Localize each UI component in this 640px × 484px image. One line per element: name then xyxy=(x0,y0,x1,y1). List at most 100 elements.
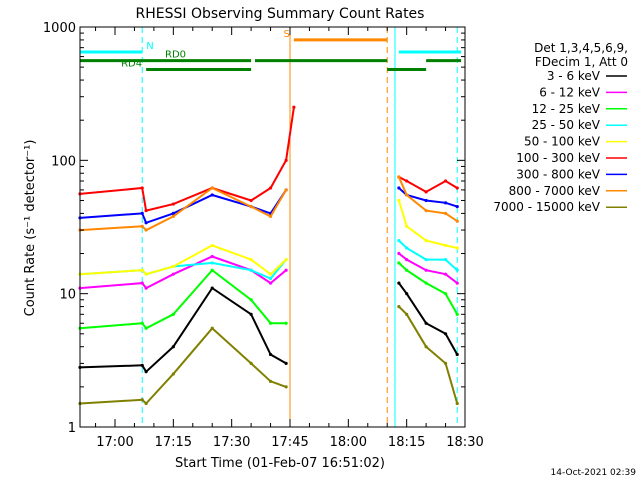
series-line-3-point-4 xyxy=(210,261,214,265)
series-line-8-point-5 xyxy=(249,361,253,365)
series-after-gap-line-5-point-3 xyxy=(443,179,448,183)
series-after-gap-line-5-point-2 xyxy=(424,190,428,194)
legend-label-1: 6 - 12 keV xyxy=(539,85,601,99)
series-line-1-point-2 xyxy=(144,286,148,290)
series-line-5 xyxy=(79,107,295,212)
legend-header-1: Det 1,3,4,5,6,9, xyxy=(534,41,628,55)
series-line-0-point-3 xyxy=(171,345,175,349)
series-line-2-point-7 xyxy=(284,321,288,325)
legend-label-2: 12 - 25 keV xyxy=(532,102,601,116)
series-line-8-point-1 xyxy=(140,398,144,402)
series-after-gap-line-0-point-4 xyxy=(455,352,459,357)
series-line-7-point-2 xyxy=(144,228,148,232)
series-line-0-point-4 xyxy=(210,286,214,290)
series-after-gap-line-5-point-1 xyxy=(405,179,409,183)
series-line-4-point-4 xyxy=(210,243,214,248)
series-line-3-point-5 xyxy=(249,268,253,272)
legend-label-7: 800 - 7000 keV xyxy=(509,184,601,198)
y-axis-label: Count Rate (s⁻¹ detector⁻¹) xyxy=(23,140,38,317)
x-tick-label-0: 17:00 xyxy=(96,435,133,450)
series-line-5-point-8 xyxy=(292,105,296,109)
series-after-gap-line-7-point-4 xyxy=(455,219,459,223)
series-line-4-point-3 xyxy=(171,264,175,269)
series-after-gap-line-6-point-4 xyxy=(455,204,459,209)
series-after-gap-line-2-point-1 xyxy=(405,268,409,272)
state-bar-label-s: S xyxy=(284,29,290,40)
legend-label-0: 3 - 6 keV xyxy=(547,69,601,83)
series-after-gap-line-8-point-4 xyxy=(455,401,459,406)
series-after-gap-line-3-point-1 xyxy=(405,246,409,250)
series-after-gap-line-8-point-3 xyxy=(443,361,448,365)
axes: 1 10 100 1000 17:00 17:15 17:30 17:45 18:00 18:15… xyxy=(43,21,484,450)
legend-header-2: FDecim 1, Att 0 xyxy=(535,55,628,69)
legend-label-4: 50 - 100 keV xyxy=(524,135,601,149)
series-after-gap-line-4-point-3 xyxy=(443,243,448,248)
series-after-gap-line-3-point-0 xyxy=(397,239,401,243)
x-tick-label-1: 17:15 xyxy=(155,435,192,450)
series-line-0-point-7 xyxy=(284,361,288,365)
series-line-2-point-3 xyxy=(171,312,175,316)
x-tick-label-5: 18:15 xyxy=(388,435,425,450)
series-line-0 xyxy=(79,286,287,374)
series-after-gap-line-1-point-4 xyxy=(455,281,459,285)
series-after-gap-line-0-point-2 xyxy=(424,321,428,325)
series-line-4-point-6 xyxy=(268,272,273,276)
x-tick-label-6: 18:30 xyxy=(446,435,483,450)
series-after-gap-line-4-point-4 xyxy=(455,246,459,250)
legend-label-3: 25 - 50 keV xyxy=(532,118,601,132)
legend-label-6: 300 - 800 keV xyxy=(516,167,600,181)
series-after-gap-line-7-point-0 xyxy=(397,175,401,179)
series-line-5-point-5 xyxy=(249,198,253,203)
series-line-5-point-2 xyxy=(144,208,148,213)
series-after-gap-line-6-point-2 xyxy=(424,198,428,203)
series-after-gap-line-1-point-1 xyxy=(405,258,409,262)
series-after-gap-line-2-point-2 xyxy=(424,281,428,285)
series-after-gap-line-3-point-4 xyxy=(455,268,459,272)
plot-frame xyxy=(79,26,466,428)
series-line-6 xyxy=(79,189,287,225)
series-line-1-point-6 xyxy=(268,281,273,285)
state-bar-label-rd4: RD4 xyxy=(121,59,142,70)
series-line-0-point-6 xyxy=(268,352,273,357)
x-axis-label: Start Time (01-Feb-07 16:51:02) xyxy=(175,456,385,471)
series-line-7 xyxy=(79,186,287,232)
series-line-8-point-7 xyxy=(284,385,288,389)
series-line-2-point-6 xyxy=(268,321,273,325)
series-line-8-point-2 xyxy=(144,401,148,406)
series-line-5-point-7 xyxy=(284,158,288,162)
y-tick-label-2: 100 xyxy=(51,154,76,169)
series-after-gap-line-5 xyxy=(398,176,458,194)
series-line-5-point-3 xyxy=(171,202,175,206)
series-line-6-point-1 xyxy=(140,211,144,215)
plot-area: N S RD0 RD4 xyxy=(78,27,462,427)
state-bar-label-n: N xyxy=(146,41,153,52)
x-tick-label-2: 17:30 xyxy=(213,435,250,450)
series-after-gap-line-2-point-3 xyxy=(443,292,448,296)
series-line-6-point-3 xyxy=(171,211,175,215)
series-after-gap-line-4 xyxy=(397,200,458,249)
legend-label-8: 7000 - 15000 keV xyxy=(493,200,600,214)
series-after-gap-line-8-point-2 xyxy=(424,345,428,349)
series-line-8-point-6 xyxy=(268,379,273,383)
series-line-6-point-2 xyxy=(144,221,148,225)
series-after-gap-line-7-point-2 xyxy=(424,208,428,213)
chart-title: RHESSI Observing Summary Count Rates xyxy=(136,6,425,22)
series-line-4-point-5 xyxy=(249,258,253,262)
series-line-1-point-3 xyxy=(171,272,175,276)
y-tick-label-1: 10 xyxy=(59,288,76,303)
series-after-gap-line-7-point-1 xyxy=(405,193,409,197)
series-after-gap-line-6-point-3 xyxy=(443,201,448,205)
series-after-gap-line-1 xyxy=(398,252,458,284)
legend: 3 - 6 keV 6 - 12 keV 12 - 25 keV 25 - 50 ke… xyxy=(493,69,627,214)
legend-label-5: 100 - 300 keV xyxy=(516,151,600,165)
series-line-1-point-7 xyxy=(284,268,288,272)
series-after-gap-line-4-point-1 xyxy=(405,224,409,228)
series-line-7-point-7 xyxy=(284,188,288,192)
series-after-gap-line-3-point-2 xyxy=(424,258,428,262)
series-after-gap-line-7-point-3 xyxy=(443,211,448,215)
series-line-0-point-1 xyxy=(140,363,144,367)
series-line-0-point-5 xyxy=(249,312,253,316)
series-after-gap-line-2-point-0 xyxy=(397,261,401,265)
series-after-gap-line-8-point-1 xyxy=(405,312,409,316)
